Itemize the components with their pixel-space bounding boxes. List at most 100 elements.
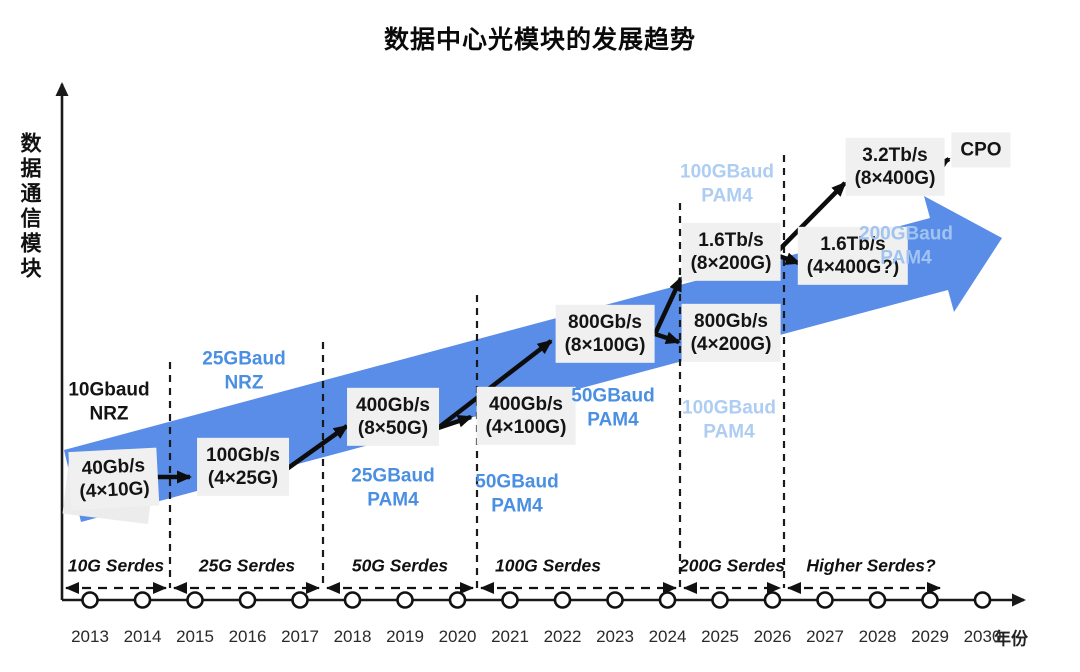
timeline-node	[763, 591, 782, 609]
timeline-node	[921, 591, 939, 609]
era-label: 100GBaud PAM4	[682, 396, 776, 444]
year-label: 2017	[281, 627, 319, 646]
timeline-node	[186, 591, 204, 609]
module-lanes: (8×400G)	[854, 168, 936, 189]
timeline-node	[553, 591, 572, 609]
upgrade-arrow	[654, 331, 681, 345]
year-label: 2020	[438, 627, 477, 646]
year-label: 2026	[753, 627, 792, 646]
serdes-label: Higher Serdes?	[806, 555, 936, 576]
timeline-node	[448, 591, 467, 609]
year-label: 2021	[491, 627, 529, 646]
timeline-node	[343, 591, 362, 609]
era-label: 50GBaud PAM4	[571, 384, 654, 432]
timeline-node	[133, 591, 152, 609]
year-label: 2025	[701, 627, 739, 646]
era-modulation: PAM4	[880, 247, 932, 268]
module-rate: 400Gb/s	[356, 394, 430, 416]
era-label: 25GBaud PAM4	[351, 464, 434, 512]
era-modulation: PAM4	[367, 489, 419, 510]
module-lanes: (4×10G)	[78, 478, 151, 503]
serdes-label: 25G Serdes	[198, 555, 296, 576]
year-label: 2023	[596, 627, 634, 646]
era-baud: 25GBaud	[351, 465, 435, 487]
module-box: 800Gb/s (4×200G)	[681, 303, 781, 363]
serdes-label: 200G Serdes	[678, 555, 786, 576]
era-baud: 50GBaud	[571, 385, 655, 407]
module-rate: 800Gb/s	[568, 311, 642, 333]
module-rate: 800Gb/s	[694, 310, 768, 332]
era-label: 200GBaud PAM4	[859, 222, 953, 270]
module-rate: 3.2Tb/s	[862, 144, 928, 166]
timeline-node	[711, 591, 729, 609]
era-baud: 10Gbaud	[68, 379, 150, 401]
module-rate: 1.6Tb/s	[820, 233, 886, 255]
year-label: 2029	[911, 627, 949, 646]
year-label: 2022	[543, 627, 582, 646]
module-box: 1.6Tb/s (8×200G)	[681, 222, 781, 282]
timeline-node	[396, 591, 414, 609]
module-lanes: (4×25G)	[207, 468, 279, 489]
serdes-label: 10G Serdes	[67, 555, 165, 576]
module-box: 800Gb/s (8×100G)	[555, 304, 655, 364]
year-label: 2019	[386, 627, 424, 646]
module-rate: 400Gb/s	[489, 393, 563, 415]
upgrade-arrow	[282, 424, 349, 473]
year-label: 2027	[806, 627, 844, 646]
y-axis-label: 数据通信模块	[18, 132, 41, 282]
era-baud: 50GBaud	[475, 471, 559, 493]
timeline-node	[816, 591, 834, 609]
module-box: 3.2Tb/s (8×400G)	[845, 137, 945, 197]
era-label: 50GBaud PAM4	[475, 470, 558, 518]
module-rate: 100Gb/s	[206, 444, 280, 466]
timeline-node	[501, 591, 519, 609]
upgrade-arrow	[652, 276, 684, 335]
upgrade-arrow	[774, 181, 847, 255]
timeline-node	[291, 591, 309, 609]
era-modulation: NRZ	[89, 403, 129, 424]
module-rate: CPO	[960, 139, 1002, 161]
year-label: 2024	[648, 627, 687, 646]
era-modulation: PAM4	[701, 185, 753, 206]
module-lanes: (8×100G)	[564, 335, 646, 356]
module-box: CPO	[951, 132, 1011, 168]
era-baud: 100GBaud	[680, 161, 774, 183]
year-label: 2016	[228, 627, 267, 646]
module-box: 100Gb/s (4×25G)	[197, 437, 289, 497]
year-label: 2015	[176, 627, 214, 646]
module-rate: 1.6Tb/s	[698, 229, 764, 251]
module-lanes: (4×200G)	[690, 334, 772, 355]
timeline-node	[973, 591, 992, 609]
year-label: 2018	[333, 627, 372, 646]
module-box: 1.6Tb/s (4×400G?)	[797, 226, 909, 286]
timeline-node	[606, 591, 624, 609]
era-modulation: NRZ	[224, 372, 264, 393]
timeline-nodes	[81, 591, 992, 609]
module-box: 400Gb/s (4×100G)	[476, 386, 576, 446]
era-modulation: PAM4	[703, 421, 755, 442]
serdes-label: 100G Serdes	[494, 555, 602, 576]
module-box: 40Gb/s (4×10G)	[68, 447, 160, 511]
serdes-label: 50G Serdes	[351, 555, 449, 576]
era-label: 10Gbaud NRZ	[68, 378, 149, 426]
era-label: 25GBaud NRZ	[202, 347, 285, 395]
year-label: 2030	[963, 627, 1002, 646]
timeline-node	[238, 591, 257, 609]
era-baud: 100GBaud	[682, 397, 776, 419]
year-label: 2013	[71, 627, 109, 646]
era-label: 100GBaud PAM4	[680, 160, 774, 208]
era-modulation: PAM4	[587, 409, 639, 430]
upgrade-arrow	[436, 339, 553, 430]
timeline-node	[81, 591, 99, 609]
module-lanes: (8×50G)	[357, 418, 429, 439]
timeline-node	[868, 591, 887, 609]
era-baud: 25GBaud	[202, 348, 286, 370]
module-box: 400Gb/s (8×50G)	[347, 387, 439, 447]
module-lanes: (4×100G)	[485, 417, 567, 438]
era-baud: 200GBaud	[859, 223, 953, 245]
timeline-node	[658, 591, 677, 609]
page-title: 数据中心光模块的发展趋势	[383, 26, 696, 54]
module-lanes: (8×200G)	[690, 253, 772, 274]
x-axis-label: 年份	[994, 629, 1028, 649]
